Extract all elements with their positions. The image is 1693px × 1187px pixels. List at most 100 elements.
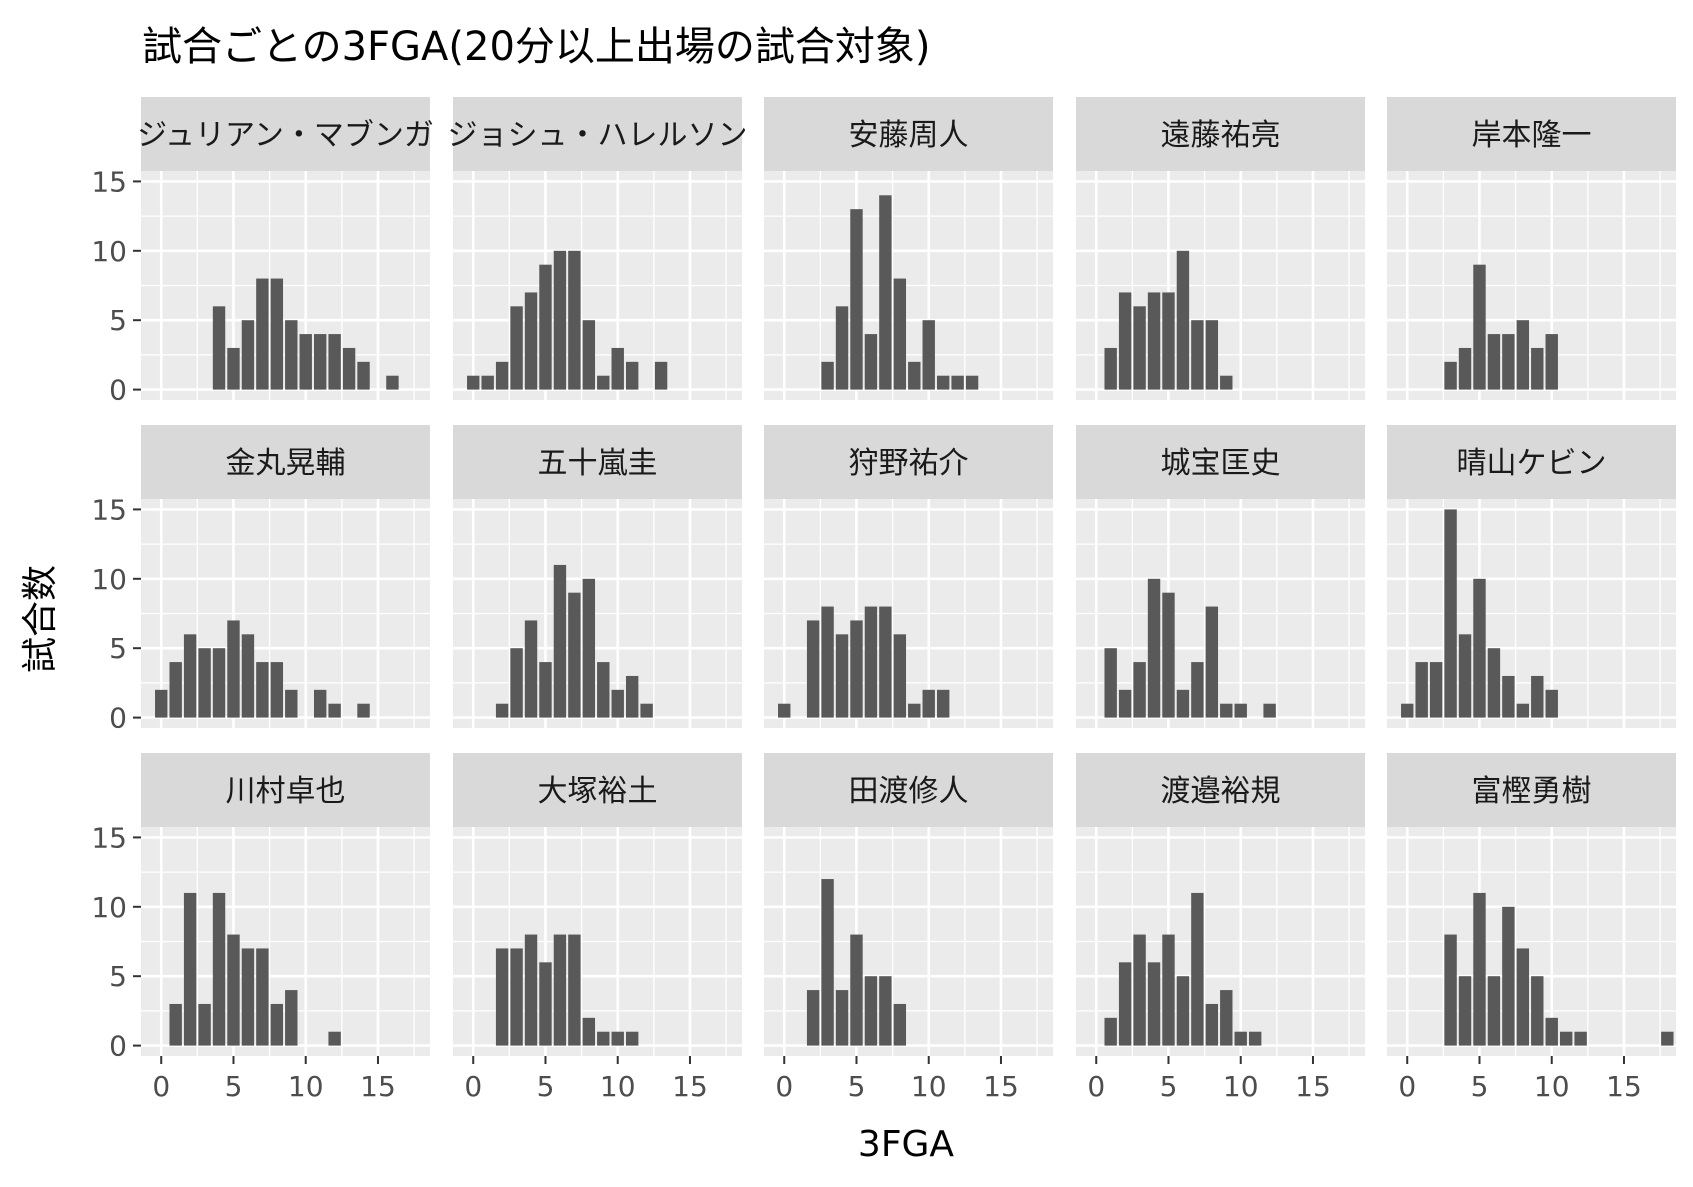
facet-strip-label: 安藤周人 — [849, 118, 969, 153]
histogram-bar — [1559, 1031, 1573, 1046]
x-tick-label: 15 — [1606, 1070, 1642, 1103]
histogram-bar — [553, 250, 567, 390]
histogram-bar — [582, 320, 596, 390]
histogram-bar — [568, 592, 581, 718]
histogram-bar — [256, 278, 269, 390]
facet-panel: 遠藤祐亮 — [1076, 97, 1365, 400]
histogram-bar — [313, 334, 327, 390]
y-tick-label: 0 — [109, 374, 127, 407]
histogram-bar — [850, 209, 863, 390]
histogram-bar — [1574, 1031, 1587, 1046]
histogram-bar — [495, 703, 509, 718]
y-axis-title: 試合数 — [20, 565, 61, 673]
histogram-bar — [1516, 703, 1530, 718]
histogram-bar — [582, 578, 596, 718]
histogram-bar — [510, 306, 523, 390]
histogram-bar — [821, 361, 834, 390]
y-tick-label: 15 — [91, 165, 127, 198]
y-tick-label: 0 — [109, 1030, 127, 1063]
histogram-bar — [1234, 1031, 1247, 1046]
histogram-bar — [212, 648, 226, 718]
histogram-bar — [922, 689, 935, 718]
histogram-bar — [1147, 962, 1161, 1046]
histogram-bar — [1133, 306, 1146, 390]
facet-strip — [1387, 753, 1676, 827]
facet-strip-label: 岸本隆一 — [1472, 118, 1592, 153]
histogram-bar — [1444, 509, 1457, 718]
histogram-bar — [597, 1031, 610, 1046]
facet-strip — [453, 753, 742, 827]
histogram-bar — [1458, 634, 1472, 718]
histogram-bar — [965, 375, 979, 390]
facet-panel: 狩野祐介 — [764, 425, 1053, 728]
x-tick-label: 5 — [1160, 1070, 1178, 1103]
facet-strip — [764, 753, 1053, 827]
facet-strip — [764, 425, 1053, 499]
y-tick-label: 15 — [91, 493, 127, 526]
histogram-bar — [1118, 689, 1132, 718]
histogram-bar — [212, 306, 226, 390]
x-tick-label: 10 — [1223, 1070, 1259, 1103]
histogram-bar — [611, 689, 624, 718]
histogram-bar — [922, 320, 935, 390]
histogram-bar — [1487, 648, 1501, 718]
facet-strip — [1076, 97, 1365, 171]
histogram-bar — [821, 606, 834, 718]
histogram-bar — [1147, 292, 1161, 390]
facet-panel: ジュリアン・マブンガ 0 5 10 15 — [91, 97, 434, 407]
histogram-bar — [611, 1031, 624, 1046]
histogram-bar — [1176, 976, 1190, 1046]
histogram-bar — [328, 1031, 341, 1046]
histogram-bar — [879, 976, 892, 1046]
histogram-bar — [1531, 347, 1544, 390]
x-tick-label: 5 — [848, 1070, 866, 1103]
histogram-bar — [1191, 892, 1204, 1046]
x-axis-title: 3FGA — [858, 1124, 955, 1165]
facet-panel: 川村卓也 0 5 10 15 0 5 10 15 — [91, 753, 430, 1103]
y-tick-label: 0 — [109, 702, 127, 735]
x-tick-label: 0 — [1087, 1070, 1105, 1103]
histogram-bar — [879, 606, 892, 718]
facet-strip-label: 田渡修人 — [849, 774, 969, 809]
x-tick-label: 10 — [911, 1070, 947, 1103]
histogram-bar — [1487, 334, 1501, 390]
facet-strip — [453, 97, 742, 171]
histogram-bar — [835, 306, 849, 390]
histogram-bar — [198, 648, 211, 718]
histogram-bar — [1473, 578, 1486, 718]
y-tick-label: 5 — [109, 632, 127, 665]
histogram-bar — [821, 879, 834, 1046]
x-tick-label: 15 — [1295, 1070, 1331, 1103]
histogram-bar — [1162, 934, 1175, 1046]
histogram-bar — [357, 703, 370, 718]
histogram-bar — [908, 703, 921, 718]
histogram-bar — [611, 347, 624, 390]
histogram-bar — [510, 648, 523, 718]
histogram-bar — [328, 334, 341, 390]
histogram-bar — [1487, 976, 1501, 1046]
histogram-bar — [524, 292, 538, 390]
histogram-bar — [212, 892, 226, 1046]
facet-strip — [1076, 425, 1365, 499]
histogram-bar — [285, 320, 298, 390]
histogram-bar — [481, 375, 494, 390]
histogram-bar — [227, 620, 240, 718]
histogram-bar — [936, 375, 950, 390]
facet-panel: 大塚裕土 0 5 10 15 — [453, 753, 742, 1103]
histogram-bar — [1545, 334, 1558, 390]
facet-strip-label: 城宝匡史 — [1161, 446, 1281, 481]
facet-strip-label: 晴山ケビン — [1457, 446, 1607, 481]
histogram-bar — [328, 703, 341, 718]
histogram-bar — [1516, 948, 1530, 1046]
histogram-bar — [1458, 976, 1472, 1046]
facet-strip — [141, 425, 430, 499]
histogram-bar — [864, 334, 878, 390]
histogram-bar — [1104, 347, 1117, 390]
histogram-bar — [879, 195, 892, 390]
histogram-bar — [539, 962, 552, 1046]
facet-panels: ジュリアン・マブンガ 0 5 10 15 ジョシュ・ハレルソン 安藤周人 遠藤祐亮 岸本隆一金丸… — [91, 97, 1676, 1103]
histogram-bar — [524, 620, 538, 718]
histogram-bar — [568, 250, 581, 390]
histogram-bar — [357, 361, 370, 390]
histogram-bar — [1545, 689, 1558, 718]
